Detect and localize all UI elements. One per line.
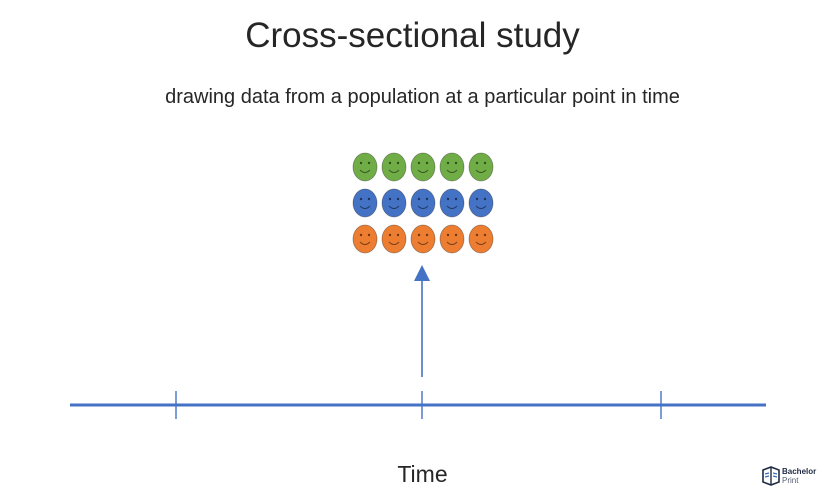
- book-icon: [762, 466, 780, 486]
- smiley-face-icon: [352, 152, 378, 182]
- smiley-face-icon: [439, 188, 465, 218]
- logo-line-2: Print: [782, 476, 799, 485]
- smiley-face-icon: [381, 188, 407, 218]
- smiley-face-icon: [439, 152, 465, 182]
- smiley-face-icon: [468, 152, 494, 182]
- smiley-face-icon: [381, 224, 407, 254]
- logo-line-1: Bachelor: [782, 467, 817, 476]
- brand-logo: Bachelor Print: [761, 466, 821, 490]
- smiley-face-icon: [468, 224, 494, 254]
- smiley-face-icon: [352, 188, 378, 218]
- smiley-face-icon: [410, 224, 436, 254]
- smiley-face-icon: [468, 188, 494, 218]
- diagram-subtitle: drawing data from a population at a part…: [165, 86, 680, 108]
- smiley-face-icon: [439, 224, 465, 254]
- smiley-face-icon: [410, 152, 436, 182]
- smiley-face-icon: [410, 188, 436, 218]
- time-axis-label: Time: [397, 461, 448, 487]
- smiley-face-icon: [352, 224, 378, 254]
- smiley-face-icon: [381, 152, 407, 182]
- diagram-title: Cross-sectional study: [245, 16, 580, 55]
- population-faces: [352, 152, 494, 254]
